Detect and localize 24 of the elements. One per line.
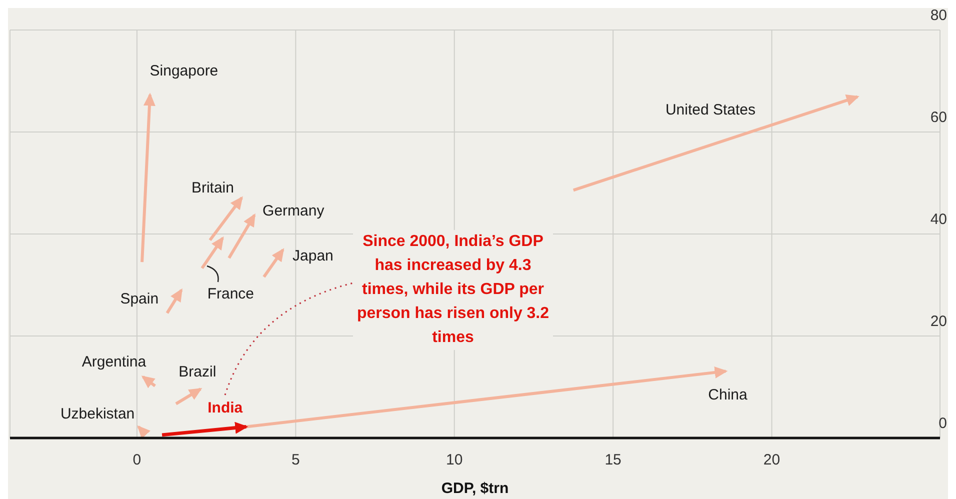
series-label: Germany <box>262 202 325 220</box>
series-label: Singapore <box>150 62 218 80</box>
x-tick-label: 0 <box>132 452 142 469</box>
series-label: China <box>708 386 748 404</box>
annotation: Since 2000, India’s GDP has increased by 4.3 times, while its GDP per person has risen only 3.2 times <box>353 230 553 350</box>
series-label: Uzbekistan <box>60 405 135 422</box>
y-tick-label: 0 <box>938 415 947 432</box>
x-tick-label: 15 <box>604 452 622 469</box>
y-tick-label: 80 <box>930 7 947 24</box>
x-tick-label: 20 <box>763 452 780 469</box>
series-label: France <box>207 286 254 303</box>
x-axis-title: GDP, $trn <box>441 480 509 497</box>
x-tick-label: 10 <box>446 452 463 469</box>
series-label: Britain <box>191 179 234 196</box>
y-tick-label: 20 <box>930 313 947 330</box>
series-label: Argentina <box>82 353 147 370</box>
series-label: United States <box>665 101 756 118</box>
series-label: Brazil <box>178 364 216 381</box>
series-label: Spain <box>120 290 159 308</box>
series-label: India <box>208 399 244 416</box>
x-tick-label: 5 <box>291 452 300 469</box>
series-label: Japan <box>292 247 334 264</box>
y-tick-label: 60 <box>930 109 947 126</box>
y-tick-label: 40 <box>930 211 947 228</box>
